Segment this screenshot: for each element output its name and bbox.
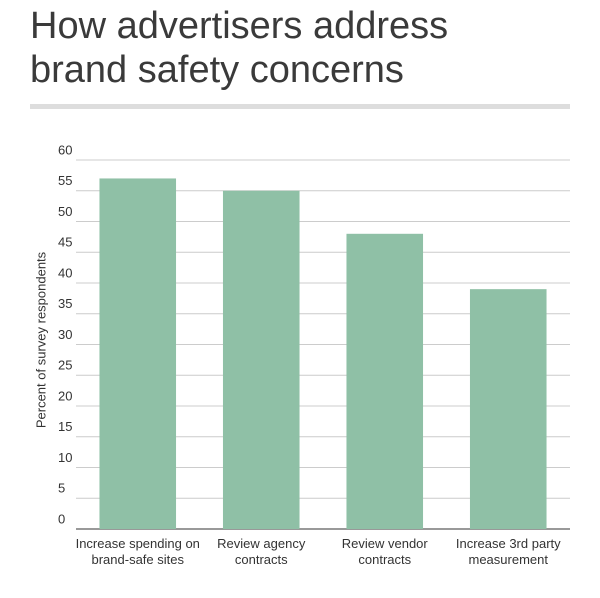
y-tick-label: 0 [58, 511, 65, 526]
bar [469, 289, 547, 529]
y-tick-label: 50 [58, 204, 72, 219]
bar [222, 190, 300, 529]
y-tick-label: 55 [58, 173, 72, 188]
chart-title: How advertisers address brand safety con… [30, 5, 449, 91]
y-tick-label: 10 [58, 450, 72, 465]
y-tick-label: 40 [58, 265, 72, 280]
bar [99, 178, 177, 529]
y-tick-label: 20 [58, 388, 72, 403]
y-tick-label: 25 [58, 358, 72, 373]
title-rule [30, 104, 570, 109]
y-tick-label: 45 [58, 235, 72, 250]
x-tick-label: Increase 3rd party measurement [455, 536, 561, 567]
x-tick-label: Increase spending on brand-safe sites [75, 536, 200, 567]
x-tick-label: Review agency contracts [217, 536, 306, 567]
y-axis-label: Percent of survey respondents [33, 251, 48, 428]
bar [346, 233, 424, 530]
y-tick-label: 60 [58, 142, 72, 157]
x-tick-label: Review vendor contracts [341, 536, 428, 567]
y-tick-label: 15 [58, 419, 72, 434]
y-tick-label: 30 [58, 327, 72, 342]
y-tick-label: 35 [58, 296, 72, 311]
y-tick-label: 5 [58, 481, 65, 496]
